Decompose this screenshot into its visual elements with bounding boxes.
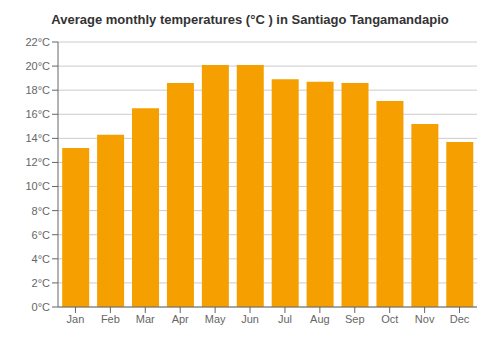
svg-text:Aug: Aug	[310, 313, 330, 325]
svg-text:6°C: 6°C	[32, 229, 51, 241]
svg-text:16°C: 16°C	[25, 108, 50, 120]
svg-text:Jun: Jun	[241, 313, 259, 325]
svg-text:0°C: 0°C	[32, 301, 51, 313]
svg-text:Jan: Jan	[67, 313, 85, 325]
svg-text:4°C: 4°C	[32, 253, 51, 265]
svg-text:Nov: Nov	[415, 313, 435, 325]
svg-text:18°C: 18°C	[25, 84, 50, 96]
svg-text:8°C: 8°C	[32, 205, 51, 217]
svg-text:Mar: Mar	[136, 313, 155, 325]
svg-text:2°C: 2°C	[32, 277, 51, 289]
svg-text:20°C: 20°C	[25, 60, 50, 72]
svg-text:Sep: Sep	[345, 313, 365, 325]
svg-text:Dec: Dec	[450, 313, 470, 325]
svg-text:14°C: 14°C	[25, 132, 50, 144]
svg-text:Jul: Jul	[278, 313, 292, 325]
svg-text:Feb: Feb	[101, 313, 120, 325]
html-text:Average monthly temperatures (: Average monthly temperatures (°C ) in Sa…	[51, 12, 449, 27]
svg-text:Apr: Apr	[172, 313, 189, 325]
svg-text:Oct: Oct	[381, 313, 398, 325]
svg-text:May: May	[205, 313, 226, 325]
svg-text:12°C: 12°C	[25, 156, 50, 168]
svg-text:22°C: 22°C	[25, 36, 50, 48]
svg-text:10°C: 10°C	[25, 180, 50, 192]
